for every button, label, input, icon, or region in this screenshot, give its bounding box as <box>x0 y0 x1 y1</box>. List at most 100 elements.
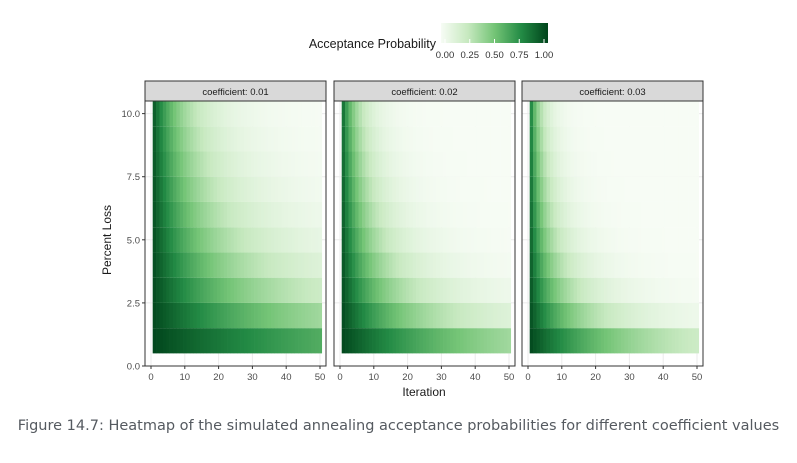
heatmap-tile <box>355 277 359 303</box>
heatmap-tile <box>345 302 349 329</box>
heatmap-tile <box>291 126 295 152</box>
heatmap-tile <box>304 101 309 127</box>
heatmap-tile <box>539 176 544 202</box>
heatmap-tile <box>493 277 498 303</box>
heatmap-tiles <box>529 101 700 354</box>
heatmap-tile <box>422 151 427 177</box>
heatmap-tile <box>456 176 461 202</box>
heatmap-tile <box>566 252 571 278</box>
heatmap-tile <box>409 151 414 177</box>
heatmap-tile <box>529 277 534 303</box>
heatmap-tile <box>257 302 262 329</box>
heatmap-tile <box>533 176 537 202</box>
heatmap-tile <box>664 328 669 354</box>
heatmap-tile <box>301 101 306 127</box>
heatmap-tile <box>203 201 208 228</box>
heatmap-tile <box>493 328 498 354</box>
heatmap-tile <box>473 151 478 177</box>
heatmap-tile <box>678 328 683 354</box>
heatmap-tile <box>668 252 672 278</box>
heatmap-tile <box>563 227 568 253</box>
heatmap-tile <box>436 328 441 354</box>
heatmap-tile <box>637 328 642 354</box>
heatmap-tile <box>257 176 262 202</box>
heatmap-tile <box>614 328 618 354</box>
heatmap-tile <box>493 252 498 278</box>
heatmap-tile <box>287 176 292 202</box>
heatmap-tile <box>483 151 488 177</box>
heatmap-tile <box>159 151 164 177</box>
heatmap-tile <box>206 328 211 354</box>
heatmap-tile <box>189 201 194 228</box>
x-tick-label: 40 <box>658 372 669 383</box>
heatmap-tile <box>675 126 679 152</box>
heatmap-tile <box>389 277 393 303</box>
heatmap-tile <box>583 101 588 127</box>
heatmap-tile <box>419 252 424 278</box>
heatmap-tile <box>556 302 561 329</box>
heatmap-tile <box>607 101 612 127</box>
heatmap-tile <box>169 176 174 202</box>
heatmap-tile <box>183 126 187 152</box>
heatmap-tile <box>419 227 424 253</box>
heatmap-tile <box>624 176 629 202</box>
heatmap-tile <box>463 227 468 253</box>
heatmap-tile <box>529 252 534 278</box>
heatmap-tile <box>563 176 568 202</box>
heatmap-tile <box>287 151 292 177</box>
heatmap-tile <box>254 277 258 303</box>
heatmap-tile <box>651 302 656 329</box>
heatmap-tile <box>497 176 501 202</box>
heatmap-tile <box>227 328 231 354</box>
heatmap-tile <box>176 151 181 177</box>
heatmap-tile <box>624 227 629 253</box>
heatmap-tile <box>220 302 225 329</box>
heatmap-tile <box>378 201 383 228</box>
heatmap-tile <box>257 227 262 253</box>
heatmap-tile <box>439 252 444 278</box>
heatmap-tile <box>402 126 407 152</box>
heatmap-tile <box>348 252 353 278</box>
legend-tick-label: 0.25 <box>461 50 480 61</box>
heatmap-tile <box>654 126 659 152</box>
heatmap-tile <box>671 277 676 303</box>
heatmap-tile <box>480 101 484 127</box>
heatmap-tile <box>162 151 167 177</box>
heatmap-tile <box>600 227 605 253</box>
heatmap-tile <box>270 227 275 253</box>
heatmap-tile <box>507 328 512 354</box>
heatmap-tile <box>597 151 602 177</box>
heatmap-tile <box>308 252 312 278</box>
heatmap-tile <box>351 176 356 202</box>
heatmap-tile <box>206 126 211 152</box>
heatmap-tile <box>691 252 696 278</box>
heatmap-tile <box>539 101 544 127</box>
heatmap-tile <box>580 101 585 127</box>
heatmap-tile <box>304 328 309 354</box>
heatmap-tile <box>553 227 558 253</box>
heatmap-tile <box>294 277 299 303</box>
heatmap-tile <box>378 328 383 354</box>
heatmap-tile <box>213 201 218 228</box>
heatmap-tile <box>179 227 184 253</box>
heatmap-tile <box>203 151 208 177</box>
heatmap-tile <box>291 201 295 228</box>
heatmap-tile <box>436 302 441 329</box>
heatmap-tile <box>254 227 258 253</box>
heatmap-tile <box>389 101 393 127</box>
heatmap-tile <box>399 151 403 177</box>
heatmap-tile <box>365 328 370 354</box>
heatmap-tile <box>422 201 427 228</box>
heatmap-tile <box>539 151 544 177</box>
heatmap-tile <box>230 328 235 354</box>
heatmap-tile <box>600 151 605 177</box>
heatmap-tile <box>193 151 197 177</box>
heatmap-tile <box>627 176 632 202</box>
heatmap-tile <box>654 101 659 127</box>
heatmap-tile <box>590 101 595 127</box>
heatmap-tile <box>358 176 363 202</box>
heatmap-tile <box>368 101 373 127</box>
heatmap-tile <box>416 328 420 354</box>
heatmap-tile <box>270 201 275 228</box>
heatmap-tile <box>176 227 181 253</box>
